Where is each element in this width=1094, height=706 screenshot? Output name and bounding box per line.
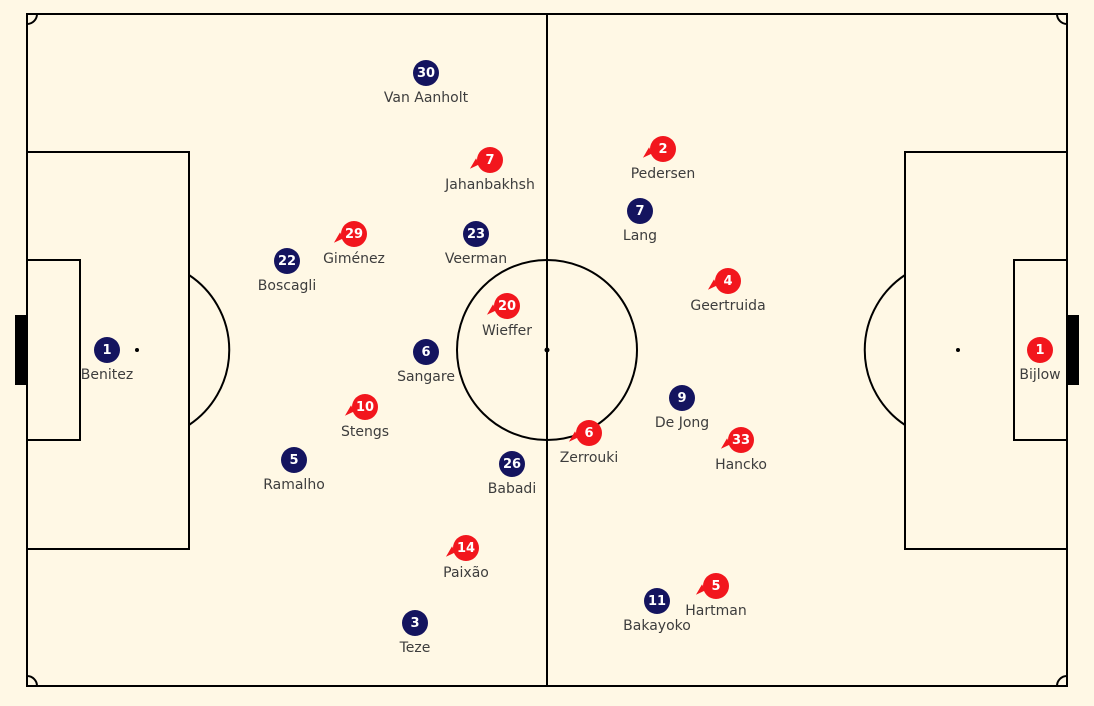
right-penalty-spot (956, 348, 960, 352)
player-name: Geertruida (690, 298, 766, 314)
player-name: Stengs (340, 424, 390, 440)
player-number: 14 (453, 535, 479, 561)
player-number: 9 (669, 385, 695, 411)
corner-arc-top-right (1056, 13, 1068, 25)
player-number: 22 (274, 248, 300, 274)
center-circle (456, 259, 638, 441)
player-number: 11 (644, 588, 670, 614)
center-spot (544, 347, 550, 353)
player-name: Paixão (443, 565, 489, 581)
player-number: 10 (352, 394, 378, 420)
right-goal (1067, 315, 1079, 385)
player-number: 5 (703, 573, 729, 599)
left-goal (15, 315, 27, 385)
player-name: Babadi (487, 481, 537, 497)
player-name: Jahanbakhsh (445, 177, 535, 193)
player-name: Lang (622, 228, 658, 244)
player-number: 5 (281, 447, 307, 473)
player-number: 30 (413, 60, 439, 86)
player-name: Sangare (397, 369, 455, 385)
player-name: Ramalho (263, 477, 325, 493)
corner-arc-top-left (26, 13, 38, 25)
player-number: 1 (94, 337, 120, 363)
player-name: Benitez (80, 367, 134, 383)
left-goal-area (26, 259, 81, 441)
player-name: Bijlow (1019, 367, 1061, 383)
player-name: Zerrouki (559, 450, 619, 466)
player-name: Bakayoko (623, 618, 691, 634)
player-number: 7 (627, 198, 653, 224)
player-name: Veerman (444, 251, 508, 267)
player-number: 3 (402, 610, 428, 636)
player-number: 7 (477, 147, 503, 173)
player-number: 4 (715, 268, 741, 294)
player-number: 26 (499, 451, 525, 477)
player-number: 2 (650, 136, 676, 162)
player-name: De Jong (654, 415, 710, 431)
player-name: Boscagli (257, 278, 317, 294)
left-penalty-spot (135, 348, 139, 352)
player-number: 29 (341, 221, 367, 247)
player-name: Van Aanholt (383, 90, 469, 106)
corner-arc-bottom-right (1056, 675, 1068, 687)
player-name: Giménez (323, 251, 385, 267)
left-penalty-arc (188, 274, 231, 426)
corner-arc-bottom-left (26, 675, 38, 687)
player-name: Wieffer (481, 323, 533, 339)
player-number: 6 (413, 339, 439, 365)
player-name: Hartman (685, 603, 747, 619)
player-number: 20 (494, 293, 520, 319)
player-name: Teze (399, 640, 431, 656)
player-number: 33 (728, 427, 754, 453)
player-number: 23 (463, 221, 489, 247)
player-number: 1 (1027, 337, 1053, 363)
player-name: Pedersen (630, 166, 696, 182)
player-number: 6 (576, 420, 602, 446)
player-name: Hancko (715, 457, 767, 473)
right-penalty-arc (863, 274, 906, 426)
